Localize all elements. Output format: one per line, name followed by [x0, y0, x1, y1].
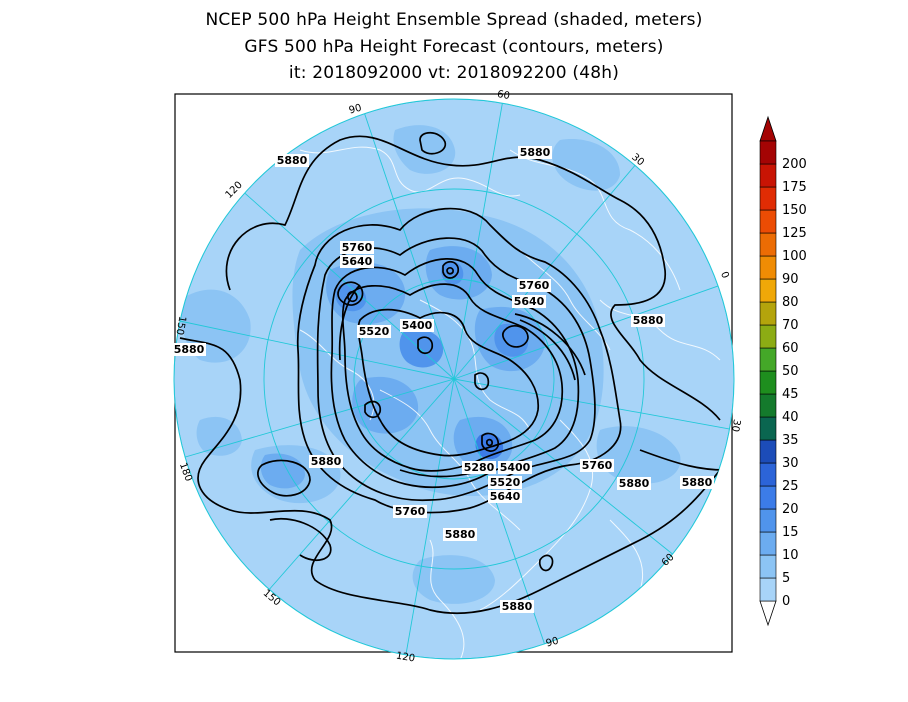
- title-line-1: NCEP 500 hPa Height Ensemble Spread (sha…: [205, 10, 703, 30]
- contour-label: 5520: [488, 476, 522, 489]
- svg-text:5880: 5880: [311, 455, 342, 468]
- contour-label: 5880: [500, 600, 534, 613]
- colorbar-tick-label: 70: [782, 318, 799, 333]
- contour-label: 5400: [498, 461, 532, 474]
- svg-text:5640: 5640: [490, 490, 521, 503]
- colorbar-bottom-arrow: [759, 600, 777, 627]
- colorbar-swatch: [759, 416, 777, 441]
- colorbar-swatch: [759, 508, 777, 533]
- contour-label: 5880: [172, 343, 206, 356]
- colorbar-tick-label: 45: [782, 387, 799, 402]
- contour-label: 5640: [340, 255, 374, 268]
- svg-text:5880: 5880: [682, 476, 713, 489]
- svg-text:5760: 5760: [519, 279, 550, 292]
- svg-text:5880: 5880: [619, 477, 650, 490]
- colorbar-tick-label: 100: [782, 249, 807, 264]
- svg-text:5640: 5640: [342, 255, 373, 268]
- contour-label: 5880: [309, 455, 343, 468]
- colorbar-swatch: [759, 554, 777, 579]
- colorbar-tick-label: 5: [782, 571, 790, 586]
- colorbar-swatch: [759, 531, 777, 556]
- colorbar-tick-label: 20: [782, 502, 799, 517]
- contour-labels: 5880 5880 5880 5880 5880 5880 5880 5880 …: [172, 146, 714, 613]
- title-line-3: it: 2018092000 vt: 2018092200 (48h): [288, 63, 620, 83]
- svg-text:5760: 5760: [342, 241, 373, 254]
- colorbar-swatch: [759, 140, 777, 165]
- lon-label: 0: [718, 270, 731, 280]
- colorbar-swatch: [759, 347, 777, 372]
- svg-text:5520: 5520: [490, 476, 521, 489]
- colorbar-tick-label: 50: [782, 364, 799, 379]
- colorbar-swatch: [759, 462, 777, 487]
- disc-edge: [173, 98, 735, 660]
- contour-label: 5880: [518, 146, 552, 159]
- colorbar-tick-label: 25: [782, 479, 799, 494]
- lon-label: 150: [173, 315, 187, 336]
- contour-label: 5760: [517, 279, 551, 292]
- colorbar-tick-label: 150: [782, 203, 807, 218]
- colorbar-tick-label: 60: [782, 341, 799, 356]
- lon-label: 60: [496, 89, 510, 102]
- svg-text:5400: 5400: [402, 319, 433, 332]
- colorbar-swatch: [759, 439, 777, 464]
- colorbar-swatch: [759, 393, 777, 418]
- contour-label: 5760: [393, 505, 427, 518]
- contour-label: 5640: [488, 490, 522, 503]
- svg-text:5760: 5760: [582, 459, 613, 472]
- lon-label: 90: [545, 636, 560, 650]
- svg-text:5760: 5760: [395, 505, 426, 518]
- colorbar-swatch: [759, 301, 777, 326]
- colorbar-swatch: [759, 485, 777, 510]
- svg-text:5880: 5880: [445, 528, 476, 541]
- colorbar-swatch: [759, 209, 777, 234]
- title-line-2: GFS 500 hPa Height Forecast (contours, m…: [244, 37, 664, 57]
- colorbar-swatch: [759, 577, 777, 602]
- colorbar-tick-label: 40: [782, 410, 799, 425]
- lon-label: 120: [395, 650, 416, 664]
- colorbar-tick-label: 80: [782, 295, 799, 310]
- svg-text:5880: 5880: [502, 600, 533, 613]
- colorbar-swatch: [759, 370, 777, 395]
- colorbar-swatch: [759, 163, 777, 188]
- svg-text:5880: 5880: [633, 314, 664, 327]
- colorbar: 0 5 10 15 20 25 30 35 40 45 50 60 70 80 90 100 125 150 175…: [759, 115, 807, 627]
- colorbar-tick-label: 15: [782, 525, 799, 540]
- colorbar-tick-label: 200: [782, 157, 807, 172]
- svg-text:5880: 5880: [174, 343, 205, 356]
- contour-label: 5760: [340, 241, 374, 254]
- svg-text:5880: 5880: [520, 146, 551, 159]
- contour-label: 5880: [617, 477, 651, 490]
- lon-label: 90: [348, 103, 363, 117]
- contour-label: 5880: [275, 154, 309, 167]
- colorbar-tick-label: 35: [782, 433, 799, 448]
- contour-label: 5280: [462, 461, 496, 474]
- colorbar-swatch: [759, 186, 777, 211]
- colorbar-tick-label: 90: [782, 272, 799, 287]
- height-contours: [179, 131, 726, 614]
- colorbar-tick-label: 0: [782, 594, 790, 609]
- contour-label: 5760: [580, 459, 614, 472]
- contour-label: 5640: [512, 295, 546, 308]
- lon-label: 30: [729, 418, 742, 432]
- svg-text:5280: 5280: [464, 461, 495, 474]
- svg-text:5880: 5880: [277, 154, 308, 167]
- colorbar-tick-label: 30: [782, 456, 799, 471]
- colorbar-swatch: [759, 324, 777, 349]
- contour-label: 5880: [680, 476, 714, 489]
- colorbar-swatch: [759, 278, 777, 303]
- colorbar-tick-label: 175: [782, 180, 807, 195]
- contour-label: 5520: [357, 325, 391, 338]
- colorbar-top-arrow: [759, 115, 777, 142]
- contour-label: 5880: [631, 314, 665, 327]
- contour-label: 5400: [400, 319, 434, 332]
- svg-text:5640: 5640: [514, 295, 545, 308]
- colorbar-swatch: [759, 255, 777, 280]
- colorbar-swatch: [759, 232, 777, 257]
- contour-label: 5880: [443, 528, 477, 541]
- colorbar-tick-label: 125: [782, 226, 807, 241]
- svg-text:5400: 5400: [500, 461, 531, 474]
- svg-text:5520: 5520: [359, 325, 390, 338]
- colorbar-tick-label: 10: [782, 548, 799, 563]
